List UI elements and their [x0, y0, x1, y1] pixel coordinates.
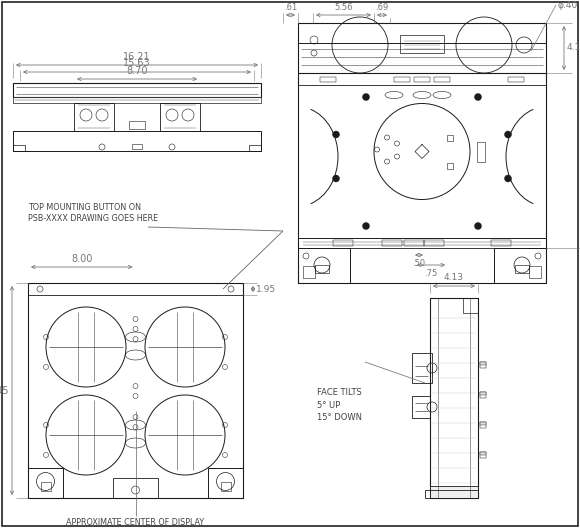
Bar: [13, 145, 25, 151]
Bar: [508, 77, 524, 82]
Text: .75: .75: [425, 269, 438, 278]
Bar: [404, 240, 424, 246]
Bar: [298, 73, 546, 85]
Bar: [394, 77, 410, 82]
Bar: [303, 266, 315, 278]
Bar: [480, 452, 486, 458]
Bar: [480, 362, 486, 365]
Bar: [480, 392, 486, 398]
Text: φ.40: φ.40: [558, 1, 578, 10]
Bar: [480, 422, 486, 428]
Text: FACE TILTS
5° UP
15° DOWN: FACE TILTS 5° UP 15° DOWN: [317, 388, 362, 422]
Text: .69: .69: [375, 3, 389, 12]
Bar: [129, 121, 145, 129]
Bar: [249, 145, 261, 151]
Bar: [160, 103, 200, 131]
Bar: [13, 97, 261, 103]
Bar: [400, 35, 444, 53]
Bar: [529, 266, 541, 278]
Text: APPROXIMATE CENTER OF DISPLAY: APPROXIMATE CENTER OF DISPLAY: [67, 518, 205, 527]
Bar: [480, 362, 486, 368]
Bar: [315, 265, 329, 273]
Bar: [320, 77, 336, 82]
Circle shape: [474, 222, 481, 230]
Bar: [480, 392, 486, 395]
Bar: [132, 144, 142, 149]
Bar: [414, 77, 430, 82]
Circle shape: [362, 222, 369, 230]
Bar: [13, 131, 261, 151]
Bar: [480, 452, 486, 455]
Text: 4.14: 4.14: [567, 43, 580, 52]
Text: 16.21: 16.21: [123, 52, 151, 61]
Text: 8.70: 8.70: [126, 65, 148, 76]
Bar: [424, 240, 444, 246]
Circle shape: [505, 175, 512, 182]
Bar: [430, 486, 478, 498]
Bar: [298, 248, 350, 283]
Bar: [425, 490, 478, 498]
Text: .50: .50: [412, 259, 426, 268]
Text: 4.13: 4.13: [444, 274, 464, 282]
Bar: [220, 482, 230, 491]
Text: .61: .61: [284, 3, 297, 12]
Bar: [28, 283, 243, 498]
Bar: [434, 77, 450, 82]
Bar: [494, 248, 546, 283]
Text: 8.00: 8.00: [71, 253, 92, 263]
Bar: [28, 283, 243, 295]
Bar: [298, 238, 546, 248]
Text: 1.95: 1.95: [256, 285, 276, 294]
Bar: [447, 135, 453, 140]
Bar: [412, 396, 430, 418]
Bar: [477, 142, 485, 162]
Bar: [430, 298, 478, 498]
Bar: [491, 240, 511, 246]
Circle shape: [474, 93, 481, 100]
Circle shape: [332, 175, 339, 182]
Bar: [382, 240, 402, 246]
Bar: [208, 468, 243, 498]
Circle shape: [505, 131, 512, 138]
Bar: [41, 482, 50, 491]
Bar: [333, 240, 353, 246]
Text: 15.63: 15.63: [123, 59, 151, 69]
Bar: [412, 353, 432, 383]
Bar: [28, 468, 63, 498]
Text: TOP MOUNTING BUTTON ON
PSB-XXXX DRAWING GOES HERE: TOP MOUNTING BUTTON ON PSB-XXXX DRAWING …: [28, 203, 158, 223]
Bar: [13, 83, 261, 97]
Bar: [113, 478, 158, 498]
Circle shape: [362, 93, 369, 100]
Circle shape: [332, 131, 339, 138]
Text: 5.56: 5.56: [334, 3, 353, 12]
Bar: [515, 265, 529, 273]
Bar: [463, 298, 478, 313]
Bar: [447, 163, 453, 168]
Bar: [480, 422, 486, 425]
Bar: [74, 103, 114, 131]
Text: 8.95: 8.95: [0, 385, 9, 395]
Bar: [298, 23, 546, 283]
